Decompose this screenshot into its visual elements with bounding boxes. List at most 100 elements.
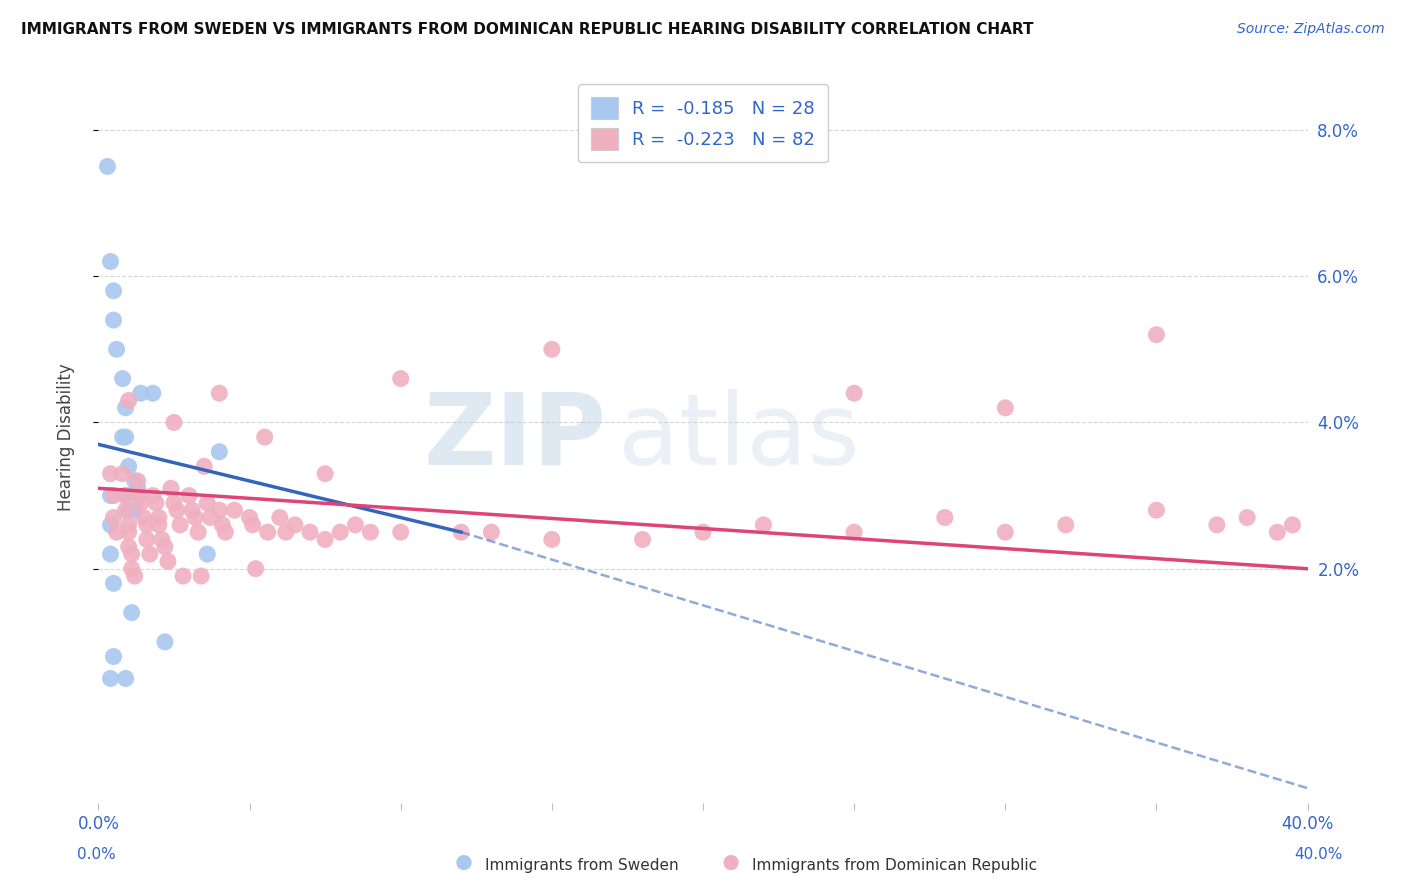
Point — [160, 481, 183, 495]
Point — [314, 533, 336, 547]
Point — [129, 489, 152, 503]
Point — [114, 489, 136, 503]
Point — [224, 503, 246, 517]
Point — [242, 517, 264, 532]
Point — [187, 525, 209, 540]
Point — [631, 533, 654, 547]
Point — [190, 569, 212, 583]
Point — [100, 547, 122, 561]
Point — [139, 547, 162, 561]
Point — [166, 503, 188, 517]
Text: 0.0%: 0.0% — [77, 847, 117, 862]
Point — [314, 467, 336, 481]
Point — [114, 672, 136, 686]
Point — [114, 503, 136, 517]
Point — [181, 503, 204, 517]
Point — [299, 525, 322, 540]
Point — [135, 517, 157, 532]
Point — [360, 525, 382, 540]
Point — [195, 547, 218, 561]
Point — [153, 540, 176, 554]
Text: Immigrants from Sweden: Immigrants from Sweden — [485, 858, 679, 872]
Point — [450, 525, 472, 540]
Point — [124, 569, 146, 583]
Text: IMMIGRANTS FROM SWEDEN VS IMMIGRANTS FROM DOMINICAN REPUBLIC HEARING DISABILITY : IMMIGRANTS FROM SWEDEN VS IMMIGRANTS FRO… — [21, 22, 1033, 37]
Point — [208, 503, 231, 517]
Point — [208, 386, 231, 401]
Point — [540, 533, 562, 547]
Point — [389, 371, 412, 385]
Point — [114, 430, 136, 444]
Point — [156, 554, 179, 568]
Point — [994, 525, 1017, 540]
Point — [114, 489, 136, 503]
Point — [103, 313, 125, 327]
Point — [148, 517, 170, 532]
Point — [179, 489, 201, 503]
Point — [1281, 517, 1303, 532]
Point — [118, 517, 141, 532]
Text: ZIP: ZIP — [423, 389, 606, 485]
Point — [111, 467, 134, 481]
Point — [105, 343, 128, 357]
Point — [150, 533, 173, 547]
Point — [844, 386, 866, 401]
Point — [239, 510, 262, 524]
Point — [103, 489, 125, 503]
Point — [184, 510, 207, 524]
Point — [103, 510, 125, 524]
Point — [124, 474, 146, 488]
Point — [105, 525, 128, 540]
Point — [111, 371, 134, 385]
Point — [121, 547, 143, 561]
Point — [142, 386, 165, 401]
Point — [124, 503, 146, 517]
Point — [1236, 510, 1258, 524]
Point — [344, 517, 367, 532]
Point — [752, 517, 775, 532]
Point — [100, 254, 122, 268]
Y-axis label: Hearing Disability: Hearing Disability — [56, 363, 75, 511]
Point — [1206, 517, 1229, 532]
Point — [211, 517, 233, 532]
Point — [1144, 327, 1167, 342]
Point — [274, 525, 297, 540]
Point — [163, 416, 186, 430]
Text: atlas: atlas — [619, 389, 860, 485]
Point — [389, 525, 412, 540]
Point — [1054, 517, 1077, 532]
Point — [844, 525, 866, 540]
Point — [142, 489, 165, 503]
Point — [153, 635, 176, 649]
Point — [103, 649, 125, 664]
Point — [100, 517, 122, 532]
Legend: R =  -0.185   N = 28, R =  -0.223   N = 82: R = -0.185 N = 28, R = -0.223 N = 82 — [578, 84, 828, 162]
Point — [934, 510, 956, 524]
Point — [145, 496, 167, 510]
Point — [214, 525, 236, 540]
Point — [193, 459, 215, 474]
Point — [129, 496, 152, 510]
Point — [148, 510, 170, 524]
Point — [118, 393, 141, 408]
Point — [329, 525, 352, 540]
Point — [96, 160, 118, 174]
Point — [100, 467, 122, 481]
Point — [269, 510, 291, 524]
Point — [1267, 525, 1289, 540]
Point — [118, 503, 141, 517]
Point — [132, 510, 155, 524]
Point — [103, 576, 125, 591]
Point — [692, 525, 714, 540]
Point — [540, 343, 562, 357]
Point — [200, 510, 222, 524]
Point — [256, 525, 278, 540]
Point — [121, 562, 143, 576]
Point — [135, 533, 157, 547]
Point — [121, 606, 143, 620]
Point — [481, 525, 503, 540]
Point — [284, 517, 307, 532]
Point — [245, 562, 267, 576]
Text: Immigrants from Dominican Republic: Immigrants from Dominican Republic — [752, 858, 1038, 872]
Point — [253, 430, 276, 444]
